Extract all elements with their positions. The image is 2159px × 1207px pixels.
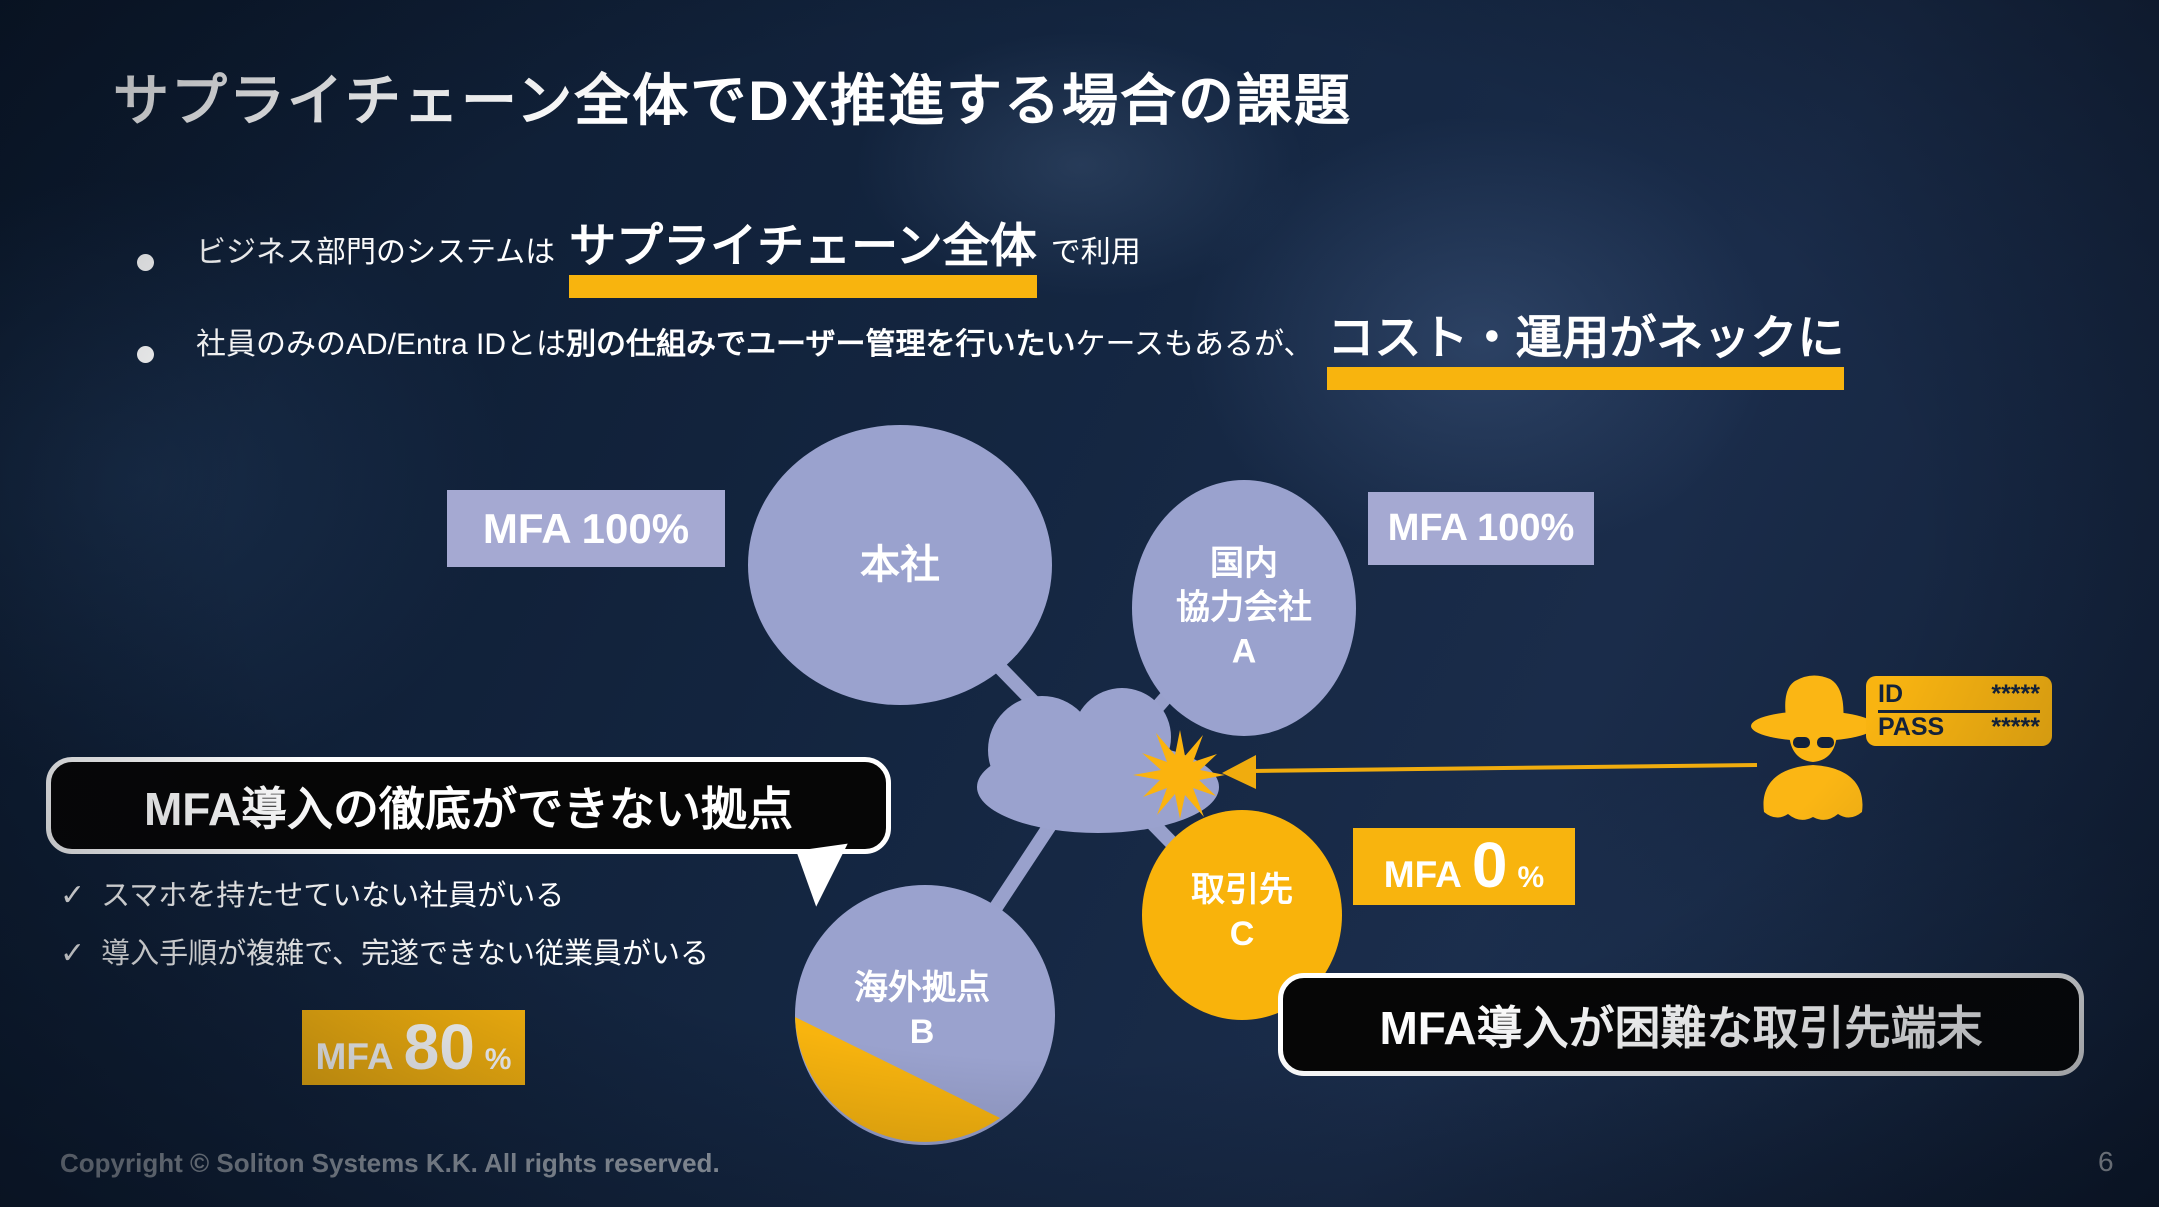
- credential-id-value: *****: [1991, 680, 2040, 709]
- bullet2-bold: 別の仕組みでユーザー管理を行いたい: [566, 328, 1076, 361]
- mfa-c-prefix: MFA: [1383, 854, 1462, 895]
- mfa-badge-partner-a: MFA 100%: [1368, 492, 1594, 565]
- mfa-badge-overseas-b: MFA 80 %: [302, 1010, 525, 1085]
- attack-arrow: [1222, 755, 1758, 789]
- check-icon: ✓: [60, 879, 86, 912]
- bullet1-emphasis: サプライチェーン全体: [569, 222, 1037, 298]
- mfa-b-prefix: MFA: [315, 1036, 394, 1077]
- copyright-text: Copyright © Soliton Systems K.K. All rig…: [60, 1148, 720, 1178]
- check-icon: ✓: [60, 937, 86, 970]
- callout-right: MFA導入が困難な取引先端末: [1278, 973, 2084, 1076]
- credential-pass-row: PASS *****: [1878, 713, 2040, 743]
- credential-id-label: ID: [1878, 680, 1903, 709]
- credential-id-row: ID *****: [1878, 680, 2040, 713]
- callout-left-tail: [796, 843, 856, 909]
- bullet1-dot: [137, 254, 154, 271]
- credential-pass-label: PASS: [1878, 712, 1945, 741]
- mfa-badge-vendor-c: MFA 0 %: [1353, 828, 1575, 905]
- mfa-c-unit: %: [1517, 861, 1545, 894]
- bullet2: 社員のみのAD/Entra IDとは 別の仕組みでユーザー管理を行いたい ケース…: [196, 314, 1845, 390]
- check-item: ✓ スマホを持たせていない社員がいる: [60, 872, 709, 914]
- node-vendor-c-label: 取引先 C: [1191, 870, 1293, 953]
- check-item: ✓ 導入手順が複雑で、完遂できない従業員がいる: [60, 930, 709, 972]
- node-partner-a-label: 国内 協力会社 A: [1176, 544, 1312, 672]
- bullet1-pre: ビジネス部門のシステムは: [196, 236, 556, 269]
- callout-left-items: ✓ スマホを持たせていない社員がいる ✓ 導入手順が複雑で、完遂できない従業員が…: [60, 872, 709, 988]
- credential-box: ID ***** PASS *****: [1866, 676, 2052, 746]
- mfa-badge-hq: MFA 100%: [447, 490, 725, 567]
- bullet1-post: で利用: [1050, 236, 1141, 269]
- mfa-b-unit: %: [484, 1043, 512, 1076]
- bullet1: ビジネス部門のシステムは サプライチェーン全体 で利用: [196, 222, 1141, 298]
- mfa-c-value: 0: [1471, 829, 1508, 901]
- callout-left: MFA導入の徹底ができない拠点: [46, 757, 891, 854]
- bullet2-dot: [137, 346, 154, 363]
- spy-icon: [1751, 675, 1875, 820]
- node-hq-label: 本社: [860, 543, 940, 587]
- check-item-text: 導入手順が複雑で、完遂できない従業員がいる: [101, 938, 709, 970]
- mfa-b-value: 80: [403, 1011, 475, 1083]
- bullet2-emphasis: コスト・運用がネックに: [1327, 314, 1845, 390]
- bullet2-mid: ケースもあるが、: [1075, 328, 1314, 361]
- page-title: サプライチェーン全体でDX推進する場合の課題: [113, 69, 1352, 132]
- bullet2-pre: 社員のみのAD/Entra IDとは: [196, 328, 567, 361]
- node-overseas-b-label: 海外拠点 B: [854, 968, 990, 1051]
- page-number: 6: [2098, 1146, 2114, 1177]
- check-item-text: スマホを持たせていない社員がいる: [101, 880, 565, 912]
- credential-pass-value: *****: [1991, 712, 2040, 741]
